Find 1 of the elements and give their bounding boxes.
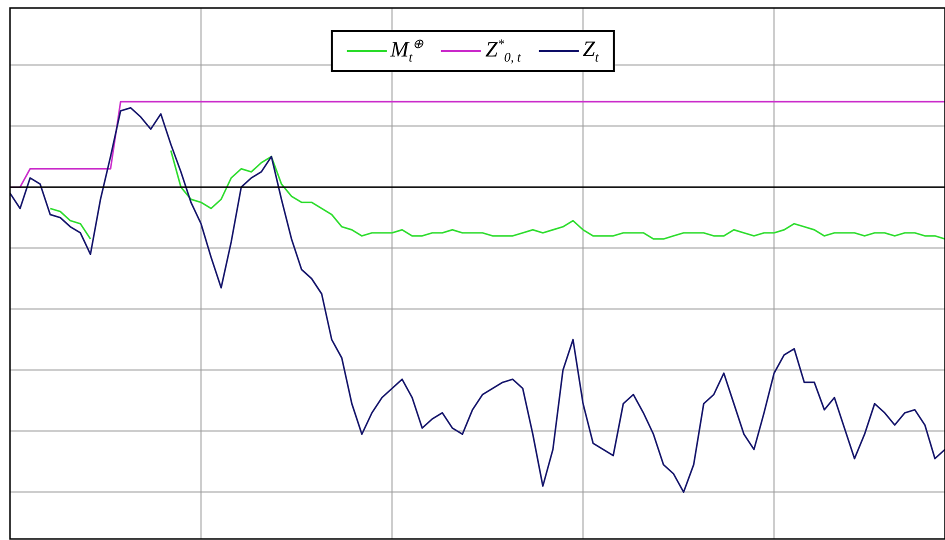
legend-label: Z$_{t}$ xyxy=(582,36,599,66)
